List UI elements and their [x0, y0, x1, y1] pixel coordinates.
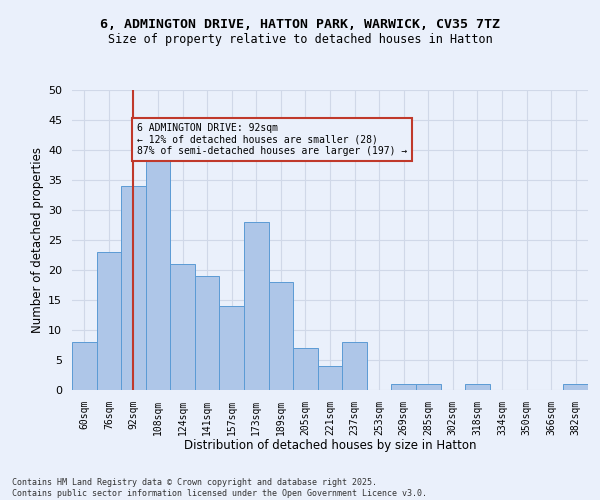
Bar: [465, 384, 490, 390]
Bar: [170, 264, 195, 390]
Y-axis label: Number of detached properties: Number of detached properties: [31, 147, 44, 333]
Bar: [244, 222, 269, 390]
Text: Size of property relative to detached houses in Hatton: Size of property relative to detached ho…: [107, 32, 493, 46]
Bar: [293, 348, 318, 390]
Bar: [416, 384, 440, 390]
Bar: [97, 252, 121, 390]
Bar: [318, 366, 342, 390]
Bar: [146, 150, 170, 390]
Text: Contains HM Land Registry data © Crown copyright and database right 2025.
Contai: Contains HM Land Registry data © Crown c…: [12, 478, 427, 498]
Bar: [563, 384, 588, 390]
Bar: [121, 186, 146, 390]
X-axis label: Distribution of detached houses by size in Hatton: Distribution of detached houses by size …: [184, 439, 476, 452]
Bar: [72, 342, 97, 390]
Text: 6 ADMINGTON DRIVE: 92sqm
← 12% of detached houses are smaller (28)
87% of semi-d: 6 ADMINGTON DRIVE: 92sqm ← 12% of detach…: [137, 123, 407, 156]
Bar: [391, 384, 416, 390]
Bar: [342, 342, 367, 390]
Bar: [220, 306, 244, 390]
Bar: [269, 282, 293, 390]
Text: 6, ADMINGTON DRIVE, HATTON PARK, WARWICK, CV35 7TZ: 6, ADMINGTON DRIVE, HATTON PARK, WARWICK…: [100, 18, 500, 30]
Bar: [195, 276, 220, 390]
